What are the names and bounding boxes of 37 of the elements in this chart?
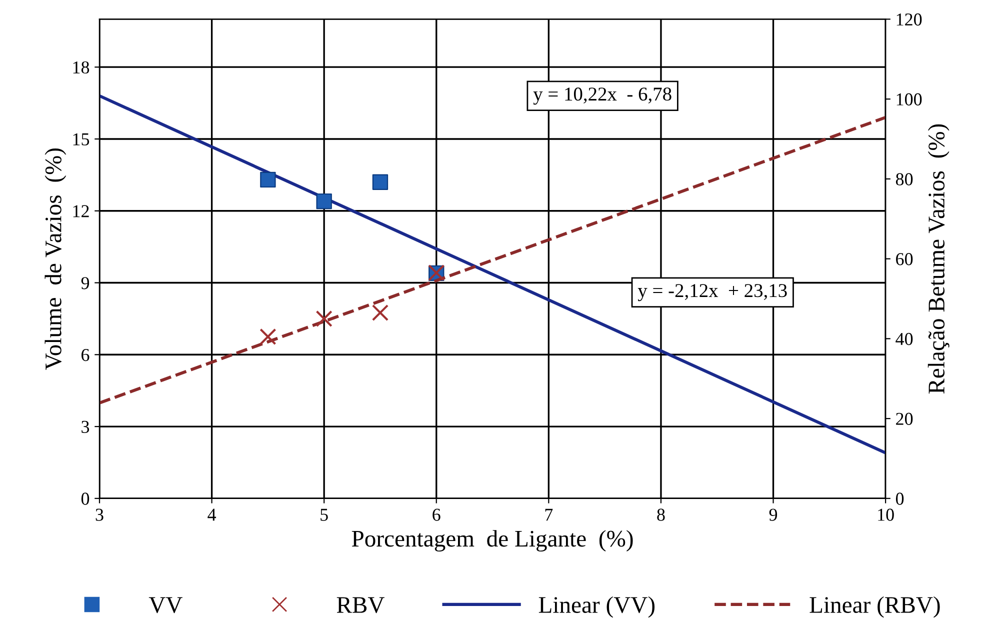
y-tick-label: 15 (73, 133, 90, 146)
y-axis-title: Volume de Vazios (%) (44, 148, 66, 370)
x-tick-label: 7 (545, 508, 553, 521)
point (316, 310, 332, 328)
y-tick-label: 6 (82, 348, 90, 362)
y2-tick-label: 120 (896, 13, 922, 26)
y-tick-label: 0 (81, 492, 90, 505)
y2-tick-label: 20 (896, 412, 913, 425)
point (372, 304, 389, 322)
x-tick-label: 8 (657, 508, 665, 521)
x-tick-label: 9 (769, 508, 778, 521)
x-axis-title: Porcentagem de Ligante (%) (352, 530, 633, 552)
legend-label: Linear (RBV) (810, 596, 940, 618)
y-tick-label: 18 (73, 61, 90, 74)
annotation: y = -2,12x + 23,13 (638, 284, 787, 302)
y-tick-label: 3 (82, 420, 90, 433)
y2-axis-title: Relação Betume Vazios (%) (928, 124, 950, 394)
legend-label: VV (148, 597, 182, 614)
annotation: y = 10,22x - 6,78 (533, 88, 672, 105)
point (260, 172, 276, 188)
point (372, 174, 388, 190)
y-tick-label: 9 (81, 277, 90, 290)
point (260, 328, 276, 345)
legend-label: RBV (336, 597, 384, 614)
x-tick-label: 10 (878, 508, 894, 521)
y2-tick-label: 0 (896, 492, 904, 505)
x-tick-label: 4 (208, 508, 216, 521)
point (316, 193, 332, 210)
x-tick-label: 6 (432, 508, 440, 521)
legend-label: Linear (VV) (538, 596, 655, 618)
y2-tick-label: 80 (896, 173, 913, 186)
y-tick-label: 12 (73, 205, 89, 218)
y2-tick-label: 100 (896, 93, 922, 106)
y2-tick-label: 60 (896, 253, 913, 266)
x-tick-label: 3 (96, 508, 104, 521)
x-tick-label: 5 (320, 508, 328, 521)
y2-tick-label: 40 (896, 332, 913, 346)
